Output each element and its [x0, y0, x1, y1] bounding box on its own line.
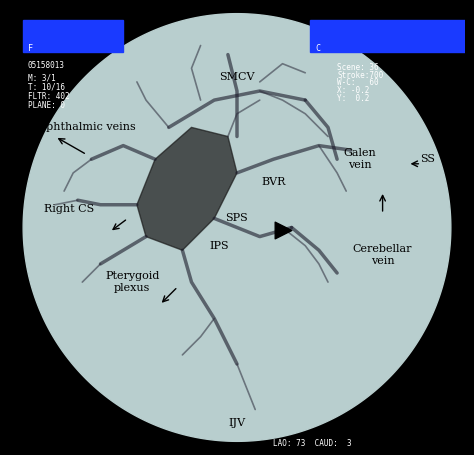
Text: Stroke:700: Stroke:700 — [337, 71, 383, 80]
Text: BVR: BVR — [261, 177, 286, 187]
Text: Ophthalmic veins: Ophthalmic veins — [37, 122, 136, 132]
Text: W-C:   60: W-C: 60 — [337, 78, 379, 87]
Text: SS: SS — [420, 154, 436, 164]
FancyBboxPatch shape — [23, 20, 123, 52]
Text: 05158013: 05158013 — [27, 61, 64, 71]
Text: Cerebellar
vein: Cerebellar vein — [353, 244, 412, 266]
Text: SPS: SPS — [226, 213, 248, 223]
Text: Galen
vein: Galen vein — [344, 148, 376, 170]
FancyBboxPatch shape — [310, 20, 465, 52]
Text: Pterygoid
plexus: Pterygoid plexus — [105, 271, 160, 293]
Text: C: C — [315, 44, 320, 53]
Text: F: F — [27, 44, 33, 53]
Text: Y:  0.2: Y: 0.2 — [337, 94, 369, 103]
Text: T: 10/16: T: 10/16 — [27, 83, 64, 92]
Text: SMCV: SMCV — [219, 72, 255, 82]
Text: Right CS: Right CS — [44, 204, 94, 214]
Polygon shape — [23, 14, 451, 441]
Text: M: 3/1: M: 3/1 — [27, 74, 55, 83]
Polygon shape — [137, 127, 237, 250]
Text: LAO: 73  CAUD:  3: LAO: 73 CAUD: 3 — [273, 439, 352, 448]
Text: X: -0.2: X: -0.2 — [337, 86, 369, 95]
Text: FLTR: 402: FLTR: 402 — [27, 92, 69, 101]
Text: Scene: 36: Scene: 36 — [337, 63, 379, 72]
Text: IPS: IPS — [209, 241, 228, 251]
Text: IJV: IJV — [228, 418, 246, 428]
Text: PLANE: 0: PLANE: 0 — [27, 101, 64, 110]
